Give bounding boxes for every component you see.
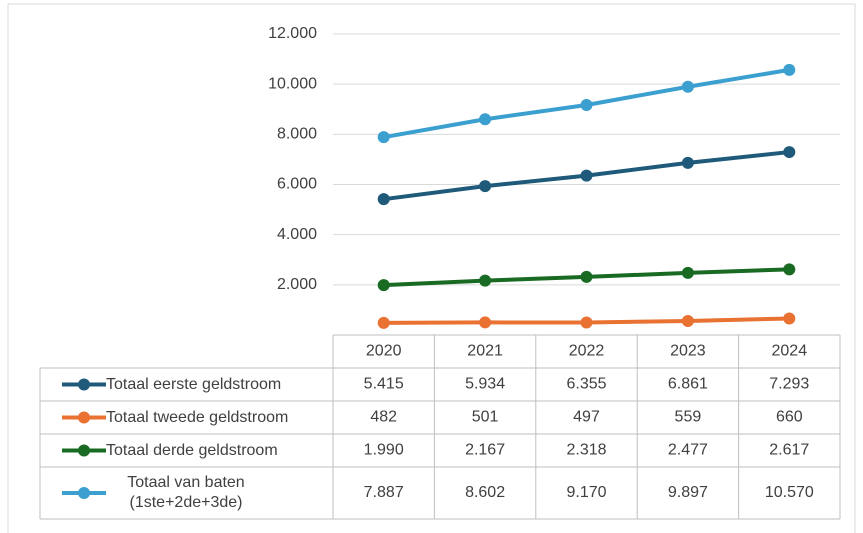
table-value: 10.570: [765, 484, 814, 501]
legend-label-box: Totaal tweede geldstroom: [106, 408, 289, 426]
y-tick-label: 8.000: [277, 126, 317, 143]
series-marker: [479, 316, 492, 329]
table-value: 5.415: [364, 376, 404, 393]
series-marker: [783, 63, 796, 76]
legend-label: Totaal derde geldstroom: [106, 441, 278, 459]
table-value: 8.602: [465, 484, 505, 501]
series-marker: [479, 274, 492, 287]
series-marker: [681, 80, 694, 93]
table-value: 660: [776, 409, 803, 426]
legend-label: Totaal van baten (1ste+2de+3de): [127, 474, 245, 511]
table-value: 2.617: [769, 442, 809, 459]
series-marker: [377, 131, 390, 144]
y-tick-label: 12.000: [268, 25, 317, 42]
x-tick-label: 2022: [569, 343, 605, 360]
series-marker: [681, 314, 694, 327]
y-tick-label: 6.000: [277, 176, 317, 193]
table-value: 5.934: [465, 376, 505, 393]
series-marker: [580, 316, 593, 329]
table-value: 497: [573, 409, 600, 426]
series-marker: [580, 169, 593, 182]
series-marker: [580, 98, 593, 111]
table-value: 6.861: [668, 376, 708, 393]
x-tick-label: 2024: [772, 343, 808, 360]
table-value: 7.887: [364, 484, 404, 501]
table-value: 7.293: [769, 376, 809, 393]
table-value: 9.170: [566, 484, 606, 501]
y-tick-label: 4.000: [277, 226, 317, 243]
series-marker: [681, 266, 694, 279]
x-tick-label: 2020: [366, 343, 402, 360]
series-marker: [580, 270, 593, 283]
legend-key-marker: [78, 487, 90, 499]
chart-frame: [7, 3, 856, 533]
legend-label-box: Totaal van baten (1ste+2de+3de): [127, 474, 245, 511]
table-value: 9.897: [668, 484, 708, 501]
table-value: 6.355: [566, 376, 606, 393]
series-marker: [479, 180, 492, 193]
table-value: 1.990: [364, 442, 404, 459]
table-value: 482: [370, 409, 397, 426]
table-value: 2.477: [668, 442, 708, 459]
table-value: 501: [472, 409, 499, 426]
series-marker: [377, 193, 390, 206]
legend-key-marker: [78, 444, 90, 457]
series-marker: [783, 146, 796, 159]
legend-label-box: Totaal eerste geldstroom: [106, 375, 282, 393]
x-tick-label: 2021: [467, 343, 503, 360]
series-marker: [681, 156, 694, 169]
legend-label: Totaal eerste geldstroom: [106, 375, 282, 393]
legend-key-marker: [78, 411, 90, 424]
table-value: 2.167: [465, 442, 505, 459]
series-marker: [377, 316, 390, 329]
series-marker: [479, 113, 492, 126]
legend-label: Totaal tweede geldstroom: [106, 408, 289, 426]
series-marker: [783, 263, 796, 276]
table-value: 2.318: [566, 442, 606, 459]
y-tick-label: 10.000: [268, 75, 317, 92]
series-marker: [783, 312, 796, 325]
table-value: 559: [675, 409, 702, 426]
legend-key-marker: [78, 378, 90, 391]
series-marker: [377, 279, 390, 292]
legend-label-box: Totaal derde geldstroom: [106, 441, 278, 459]
x-tick-label: 2023: [670, 343, 706, 360]
y-tick-label: 2.000: [277, 276, 317, 293]
